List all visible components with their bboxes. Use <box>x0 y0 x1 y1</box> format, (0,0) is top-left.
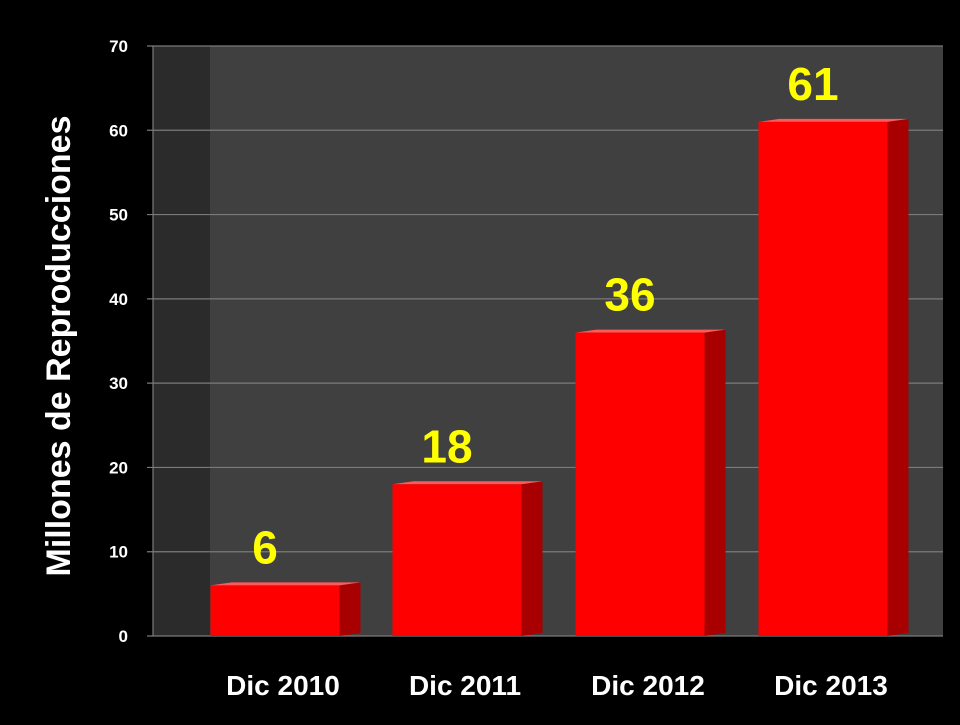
y-axis-ticks: 0 10 20 30 40 50 60 70 <box>109 37 128 646</box>
bar-top-face <box>392 481 543 485</box>
y-tick-label-20: 20 <box>109 458 128 477</box>
y-tick-label-0: 0 <box>119 627 128 646</box>
bar-top-face <box>210 582 361 586</box>
bar-side-face <box>521 481 543 636</box>
bar-top-face <box>758 118 909 122</box>
x-tick-label-2: Dic 2012 <box>591 670 705 701</box>
bar-top-face <box>575 329 726 333</box>
bar-dic-2011 <box>392 481 543 636</box>
y-tick-label-30: 30 <box>109 374 128 393</box>
plot-side-wall <box>153 46 210 636</box>
bar-dic-2013 <box>758 118 909 637</box>
y-tick-label-60: 60 <box>109 121 128 140</box>
bar-dic-2012 <box>575 329 726 636</box>
data-label-2: 36 <box>604 269 655 321</box>
data-label-3: 61 <box>787 58 838 110</box>
x-tick-label-3: Dic 2013 <box>774 670 888 701</box>
data-label-1: 18 <box>421 420 472 472</box>
y-tick-label-40: 40 <box>109 290 128 309</box>
y-axis-title: Millones de Reproducciones <box>40 116 78 577</box>
bar-side-face <box>704 329 726 636</box>
x-axis-ticks: Dic 2010 Dic 2011 Dic 2012 Dic 2013 <box>226 670 888 701</box>
data-labels: 6 18 36 61 <box>252 58 838 574</box>
bar-front-face <box>392 484 522 636</box>
bar-front-face <box>210 585 340 636</box>
bar-side-face <box>339 582 361 636</box>
x-tick-label-1: Dic 2011 <box>409 670 521 701</box>
bars <box>210 118 909 637</box>
bar-side-face <box>887 118 909 637</box>
x-tick-label-0: Dic 2010 <box>226 670 340 701</box>
data-label-0: 6 <box>252 521 278 573</box>
y-tick-label-70: 70 <box>109 37 128 56</box>
y-tick-label-50: 50 <box>109 206 128 225</box>
bar-front-face <box>575 332 705 636</box>
bar-front-face <box>758 121 888 637</box>
y-tick-label-10: 10 <box>109 543 128 562</box>
bar-dic-2010 <box>210 582 361 636</box>
